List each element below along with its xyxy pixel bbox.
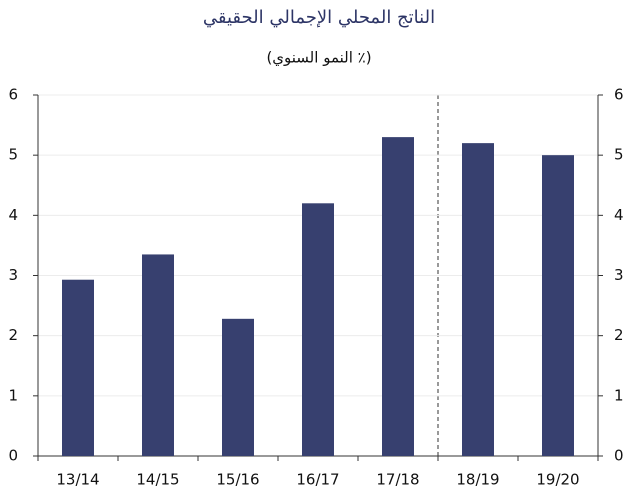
y2-tick-label: 2 bbox=[614, 326, 624, 344]
y2-tick-label: 3 bbox=[614, 266, 624, 284]
y-tick-label: 3 bbox=[8, 266, 18, 284]
chart-title: الناتج المحلي الإجمالي الحقيقي bbox=[203, 7, 435, 28]
chart-subtitle: (٪ النمو السنوي) bbox=[266, 49, 371, 68]
y-tick-label: 0 bbox=[8, 447, 18, 465]
y-tick-label: 5 bbox=[8, 146, 18, 164]
x-tick-label: 15/16 bbox=[216, 471, 259, 489]
y-tick-label: 4 bbox=[8, 206, 18, 224]
bar bbox=[462, 143, 494, 456]
y2-tick-label: 5 bbox=[614, 146, 624, 164]
y2-tick-label: 0 bbox=[614, 447, 624, 465]
x-tick-label: 19/20 bbox=[536, 471, 579, 489]
x-tick-label: 17/18 bbox=[376, 471, 419, 489]
x-tick-label: 13/14 bbox=[56, 471, 99, 489]
y2-tick-label: 1 bbox=[614, 386, 624, 404]
y2-tick-label: 4 bbox=[614, 206, 624, 224]
bar bbox=[542, 155, 574, 456]
bar bbox=[142, 254, 174, 456]
y-tick-label: 2 bbox=[8, 326, 18, 344]
x-tick-label: 18/19 bbox=[456, 471, 499, 489]
y-tick-label: 1 bbox=[8, 386, 18, 404]
y2-tick-label: 6 bbox=[614, 86, 624, 104]
y-tick-label: 6 bbox=[8, 86, 18, 104]
bar bbox=[222, 318, 254, 456]
x-tick-label: 14/15 bbox=[136, 471, 179, 489]
bar bbox=[302, 203, 334, 456]
bar bbox=[62, 279, 94, 456]
x-tick-label: 16/17 bbox=[296, 471, 339, 489]
bar bbox=[382, 137, 414, 456]
